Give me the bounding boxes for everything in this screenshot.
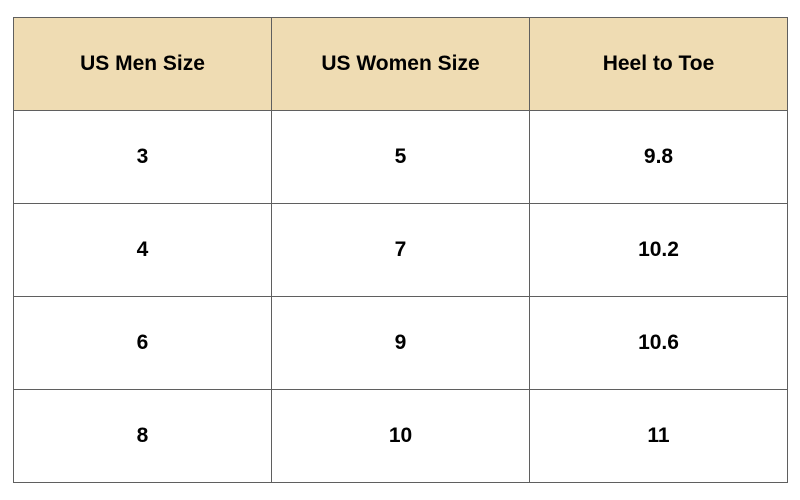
cell-men-size: 6 (13, 296, 272, 390)
table-row: 4 7 10.2 (13, 203, 788, 297)
size-chart-table: US Men Size US Women Size Heel to Toe 3 … (13, 17, 788, 483)
header-us-men-size: US Men Size (13, 17, 272, 111)
header-us-women-size: US Women Size (271, 17, 530, 111)
cell-men-size: 8 (13, 389, 272, 483)
table-row: 6 9 10.6 (13, 296, 788, 390)
cell-heel-to-toe: 9.8 (529, 110, 788, 204)
cell-heel-to-toe: 10.6 (529, 296, 788, 390)
header-heel-to-toe: Heel to Toe (529, 17, 788, 111)
cell-heel-to-toe: 10.2 (529, 203, 788, 297)
header-row: US Men Size US Women Size Heel to Toe (13, 17, 788, 111)
table-row: 8 10 11 (13, 389, 788, 483)
cell-women-size: 9 (271, 296, 530, 390)
cell-women-size: 7 (271, 203, 530, 297)
cell-women-size: 5 (271, 110, 530, 204)
cell-men-size: 3 (13, 110, 272, 204)
cell-men-size: 4 (13, 203, 272, 297)
cell-heel-to-toe: 11 (529, 389, 788, 483)
table-row: 3 5 9.8 (13, 110, 788, 204)
cell-women-size: 10 (271, 389, 530, 483)
